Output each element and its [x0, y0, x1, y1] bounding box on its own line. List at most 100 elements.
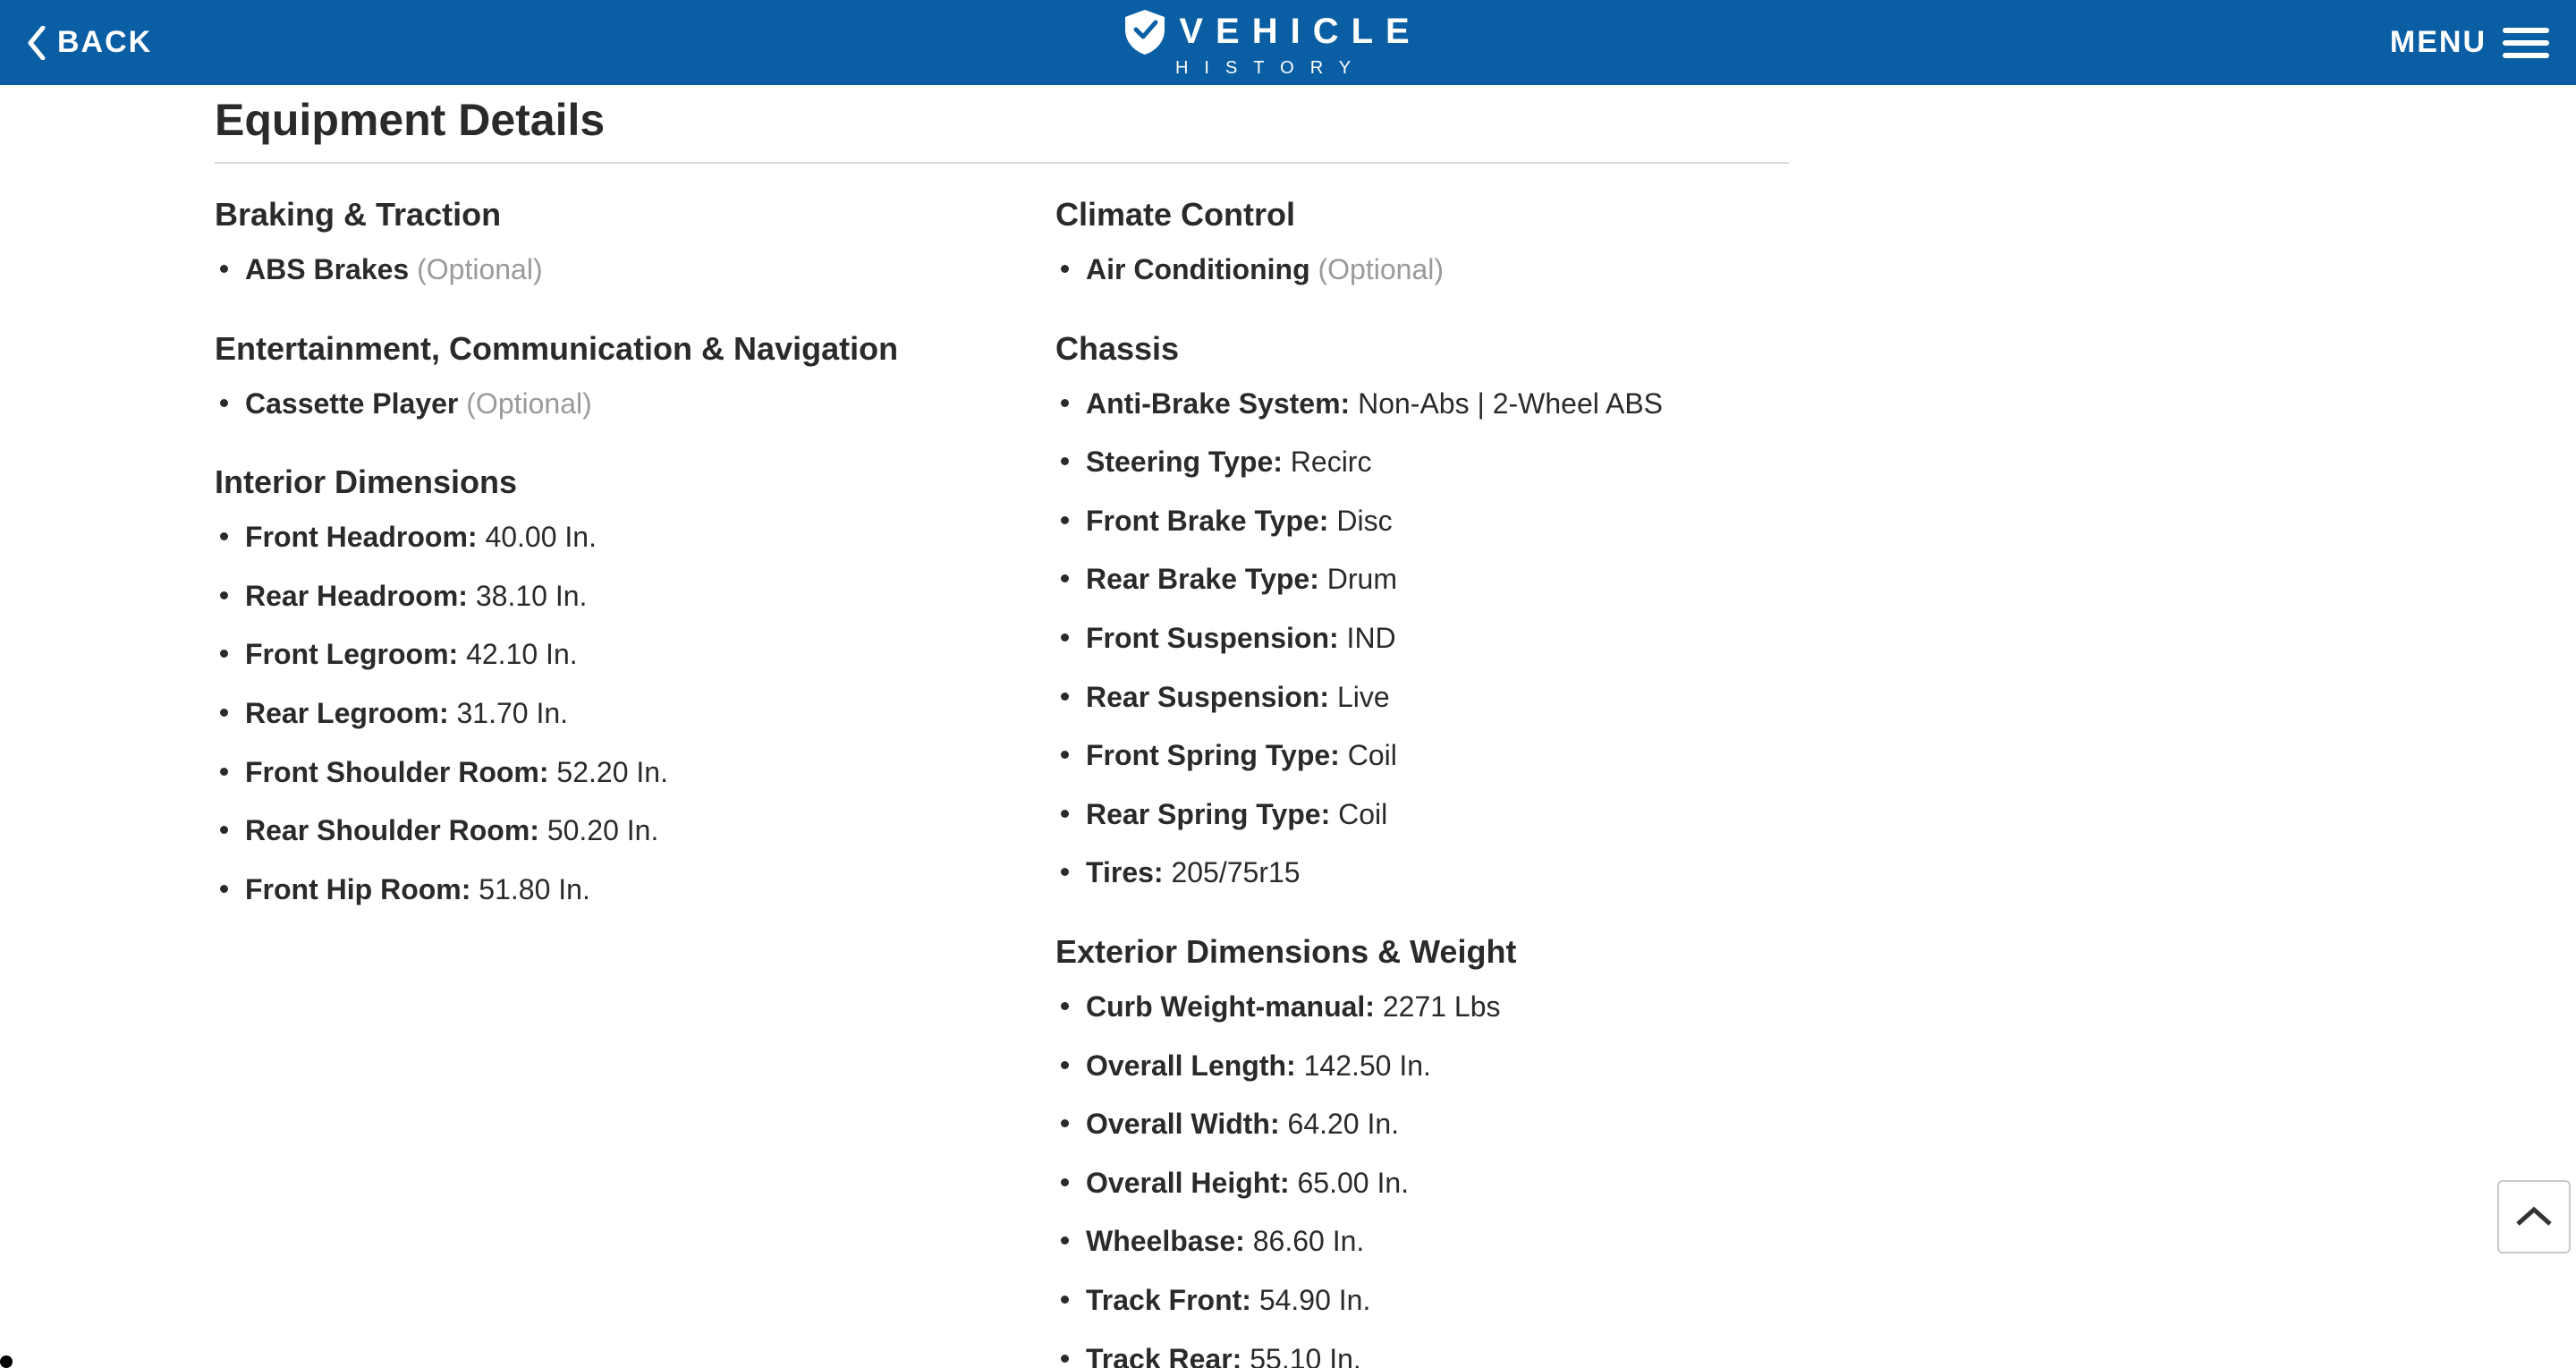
- spec-item: Overall Height: 65.00 In.: [1086, 1165, 1789, 1202]
- spec-label: Track Rear:: [1086, 1343, 1241, 1368]
- section-heading: Exterior Dimensions & Weight: [1055, 933, 1789, 971]
- spec-item: Air Conditioning (Optional): [1086, 251, 1789, 289]
- spec-label: Cassette Player: [245, 387, 458, 420]
- spec-value: Disc: [1336, 505, 1392, 537]
- spec-item: Front Spring Type: Coil: [1086, 737, 1789, 775]
- spec-value: Recirc: [1291, 446, 1372, 478]
- menu-button[interactable]: MENU: [2390, 25, 2549, 60]
- spec-label: Rear Spring Type:: [1086, 798, 1330, 830]
- section-heading: Braking & Traction: [215, 196, 948, 234]
- spec-value: 38.10 In.: [476, 580, 588, 612]
- section: Chassis Anti-Brake System: Non-Abs | 2-Wh…: [1055, 330, 1789, 892]
- spec-list: Cassette Player (Optional): [215, 386, 948, 423]
- section-heading: Entertainment, Communication & Navigatio…: [215, 330, 948, 368]
- spec-value: 42.10 In.: [466, 638, 578, 670]
- spec-label: Track Front:: [1086, 1284, 1251, 1316]
- hamburger-icon: [2503, 28, 2549, 58]
- logo[interactable]: VEHICLE HISTORY: [1120, 6, 1421, 79]
- section: Interior DimensionsFront Headroom: 40.00…: [215, 463, 948, 908]
- chevron-up-icon: [2514, 1204, 2554, 1229]
- spec-value: IND: [1347, 622, 1396, 654]
- spec-label: Front Spring Type:: [1086, 739, 1340, 771]
- spec-label: ABS Brakes: [245, 253, 409, 285]
- spec-item: Rear Spring Type: Coil: [1086, 796, 1789, 834]
- spec-optional: (Optional): [1318, 253, 1445, 285]
- spec-value: 65.00 In.: [1298, 1167, 1410, 1199]
- spec-label: Overall Length:: [1086, 1049, 1296, 1082]
- spec-label: Front Suspension:: [1086, 622, 1339, 654]
- page-title: Equipment Details: [215, 94, 1789, 164]
- spec-item: Rear Headroom: 38.10 In.: [245, 578, 948, 616]
- spec-label: Front Headroom:: [245, 521, 478, 553]
- spec-item: Front Brake Type: Disc: [1086, 503, 1789, 540]
- topbar: BACK VEHICLE HISTORY MENU: [0, 0, 2576, 85]
- spec-optional: (Optional): [466, 387, 592, 420]
- spec-label: Rear Suspension:: [1086, 681, 1329, 713]
- spec-item: Front Headroom: 40.00 In.: [245, 519, 948, 557]
- spec-value: 31.70 In.: [456, 697, 568, 729]
- corner-dot: [0, 1355, 13, 1368]
- spec-item: Curb Weight-manual: 2271 Lbs: [1086, 989, 1789, 1026]
- spec-label: Rear Shoulder Room:: [245, 814, 539, 846]
- logo-bottom-text: HISTORY: [1175, 58, 1367, 79]
- spec-list: ABS Brakes (Optional): [215, 251, 948, 289]
- spec-label: Rear Brake Type:: [1086, 563, 1319, 595]
- spec-item: Anti-Brake System: Non-Abs | 2-Wheel ABS: [1086, 386, 1789, 423]
- spec-item: Front Suspension: IND: [1086, 620, 1789, 658]
- spec-value: 40.00 In.: [485, 521, 597, 553]
- section: Entertainment, Communication & Navigatio…: [215, 330, 948, 423]
- spec-value: Drum: [1327, 563, 1397, 595]
- content: Equipment Details Braking & Traction ABS …: [0, 85, 2576, 1368]
- right-column: Climate Control Air Conditioning (Optiona…: [1055, 196, 1789, 1368]
- shield-icon: [1120, 6, 1170, 56]
- spec-item: Rear Legroom: 31.70 In.: [245, 695, 948, 733]
- section-heading: Chassis: [1055, 330, 1789, 368]
- spec-value: Non-Abs | 2-Wheel ABS: [1358, 387, 1663, 420]
- spec-item: Cassette Player (Optional): [245, 386, 948, 423]
- spec-label: Front Shoulder Room:: [245, 756, 549, 788]
- spec-label: Anti-Brake System:: [1086, 387, 1350, 420]
- spec-item: Steering Type: Recirc: [1086, 444, 1789, 481]
- spec-item: Wheelbase: 86.60 In.: [1086, 1223, 1789, 1261]
- spec-list: Anti-Brake System: Non-Abs | 2-Wheel ABS…: [1055, 386, 1789, 892]
- spec-item: Track Rear: 55.10 In.: [1086, 1341, 1789, 1368]
- spec-label: Curb Weight-manual:: [1086, 990, 1375, 1023]
- spec-item: Rear Shoulder Room: 50.20 In.: [245, 812, 948, 850]
- spec-label: Front Brake Type:: [1086, 505, 1328, 537]
- spec-value: Coil: [1348, 739, 1397, 771]
- spec-item: Rear Brake Type: Drum: [1086, 561, 1789, 599]
- spec-value: Live: [1337, 681, 1390, 713]
- spec-value: 52.20 In.: [556, 756, 668, 788]
- spec-label: Wheelbase:: [1086, 1225, 1245, 1257]
- spec-item: Front Hip Room: 51.80 In.: [245, 871, 948, 909]
- logo-top-text: VEHICLE: [1179, 12, 1421, 52]
- section: Climate Control Air Conditioning (Optiona…: [1055, 196, 1789, 289]
- section: Exterior Dimensions & Weight Curb Weight-…: [1055, 933, 1789, 1368]
- spec-list: Air Conditioning (Optional): [1055, 251, 1789, 289]
- spec-value: Coil: [1338, 798, 1387, 830]
- spec-item: Overall Width: 64.20 In.: [1086, 1106, 1789, 1143]
- menu-label: MENU: [2390, 25, 2487, 60]
- spec-label: Steering Type:: [1086, 446, 1283, 478]
- back-label: BACK: [57, 25, 152, 60]
- spec-optional: (Optional): [417, 253, 543, 285]
- spec-list: Curb Weight-manual: 2271 Lbs Overall Leng…: [1055, 989, 1789, 1368]
- spec-label: Overall Width:: [1086, 1108, 1280, 1140]
- spec-label: Air Conditioning: [1086, 253, 1310, 285]
- back-button[interactable]: BACK: [27, 25, 152, 60]
- chevron-left-icon: [27, 26, 47, 60]
- spec-label: Rear Legroom:: [245, 697, 449, 729]
- spec-item: ABS Brakes (Optional): [245, 251, 948, 289]
- spec-list: Front Headroom: 40.00 In. Rear Headroom: …: [215, 519, 948, 908]
- spec-value: 86.60 In.: [1253, 1225, 1365, 1257]
- scroll-to-top-button[interactable]: [2497, 1180, 2571, 1253]
- section-heading: Climate Control: [1055, 196, 1789, 234]
- section: Braking & Traction ABS Brakes (Optional): [215, 196, 948, 289]
- spec-label: Front Legroom:: [245, 638, 458, 670]
- spec-value: 54.90 In.: [1259, 1284, 1371, 1316]
- spec-item: Tires: 205/75r15: [1086, 854, 1789, 892]
- spec-value: 55.10 In.: [1250, 1343, 1361, 1368]
- spec-value: 51.80 In.: [479, 873, 590, 905]
- spec-label: Overall Height:: [1086, 1167, 1290, 1199]
- spec-value: 2271 Lbs: [1383, 990, 1501, 1023]
